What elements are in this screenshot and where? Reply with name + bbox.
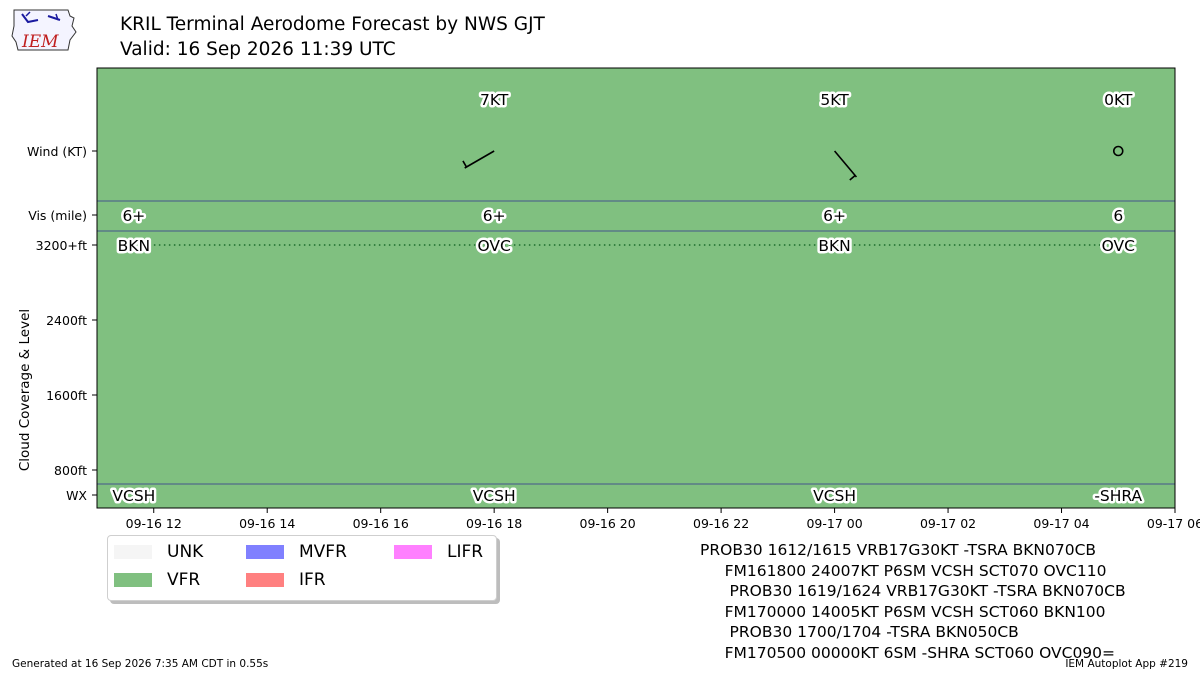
vis-label: 6 (1113, 207, 1123, 225)
wind-barb-flag (462, 160, 468, 168)
cloud-tick-label: 3200+ft (36, 238, 87, 253)
legend-item-mvfr: MVFR (246, 542, 347, 562)
flight-category-fill (97, 68, 1175, 508)
x-tick-label: 09-17 02 (920, 516, 976, 531)
x-tick-label: 09-16 14 (239, 516, 295, 531)
vis-label: 6+ (483, 207, 506, 225)
taf-line: PROB30 1612/1615 VRB17G30KT -TSRA BKN070… (700, 541, 1097, 559)
plot-frame (96, 67, 1176, 509)
cloud-tick-label: 2400ft (46, 313, 87, 328)
footer-generated: Generated at 16 Sep 2026 7:35 AM CDT in … (12, 658, 269, 670)
cloud-tick-label: 1600ft (46, 388, 87, 403)
x-tick-label: 09-16 12 (126, 516, 182, 531)
title-line2: Valid: 16 Sep 2026 11:39 UTC (120, 39, 396, 60)
wx-label: VCSH (112, 487, 155, 505)
wind-speed-label: 5KT (820, 91, 849, 109)
title-line1: KRIL Terminal Aerodome Forecast by NWS G… (120, 14, 545, 35)
wx-row-label: WX (66, 488, 87, 503)
cloud-coverage-label: OVC (1102, 237, 1135, 255)
cloud-coverage-label: OVC (477, 237, 510, 255)
logo-text: IEM (21, 32, 59, 52)
wind-barb-staff (464, 150, 495, 169)
legend-label: IFR (299, 570, 326, 590)
wx-label: -SHRA (1094, 487, 1142, 505)
x-tick-label: 09-17 06 (1147, 516, 1200, 531)
taf-line: PROB30 1619/1624 VRB17G30KT -TSRA BKN070… (700, 582, 1126, 600)
wind-barb-flag (849, 174, 856, 181)
iem-logo: IEM (11, 9, 77, 52)
legend-label: VFR (167, 570, 201, 590)
wind-speed-label: 0KT (1104, 91, 1133, 109)
legend-item-vfr: VFR (114, 570, 200, 590)
legend-swatch (114, 573, 152, 587)
footer-app: IEM Autoplot App #219 (1065, 658, 1188, 670)
legend-item-lifr: LIFR (394, 542, 483, 562)
x-tick-label: 09-16 16 (353, 516, 409, 531)
vis-label: 6+ (122, 207, 145, 225)
taf-line: FM170000 14005KT P6SM VCSH SCT060 BKN100 (700, 602, 1106, 621)
legend-label: MVFR (299, 542, 347, 562)
cloud-tick-label: 800ft (54, 463, 87, 478)
y-axis-label: Cloud Coverage & Level (17, 309, 33, 471)
legend-swatch (246, 545, 284, 559)
legend-swatch (394, 545, 432, 559)
legend-label: LIFR (447, 542, 484, 562)
taf-text: PROB30 1612/1615 VRB17G30KT -TSRA BKN070… (700, 540, 1195, 663)
x-tick-label: 09-16 18 (466, 516, 522, 531)
wx-label: VCSH (473, 487, 516, 505)
wind-barb-staff (833, 150, 858, 178)
taf-line: PROB30 1700/1704 -TSRA BKN050CB (700, 623, 1019, 641)
vis-row-label: Vis (mile) (28, 208, 87, 223)
legend-label: UNK (167, 542, 204, 562)
wind-row-label: Wind (KT) (27, 144, 87, 159)
x-tick-label: 09-16 20 (580, 516, 636, 531)
vis-label: 6+ (823, 207, 846, 225)
legend-swatch (246, 573, 284, 587)
legend: UNK VFR MVFR IFR LIFR (107, 535, 497, 601)
wind-speed-label: 7KT (480, 91, 509, 109)
x-tick-label: 09-17 00 (806, 516, 862, 531)
cloud-coverage-label: BKN (118, 237, 150, 255)
taf-line: FM170500 00000KT 6SM -SHRA SCT060 OVC090… (700, 643, 1116, 662)
legend-swatch (114, 545, 152, 559)
taf-chart: 09-16 12 09-16 14 09-16 16 09-16 18 09-16 20… (17, 67, 1200, 531)
calm-wind-marker (1112, 145, 1124, 157)
chart-title: KRIL Terminal Aerodome Forecast by NWS G… (120, 12, 545, 62)
x-tick-label: 09-17 04 (1033, 516, 1089, 531)
cloud-coverage-label: BKN (818, 237, 850, 255)
taf-line: FM161800 24007KT P6SM VCSH SCT070 OVC110 (700, 561, 1107, 580)
x-tick-label: 09-16 22 (693, 516, 749, 531)
wx-label: VCSH (813, 487, 856, 505)
legend-item-ifr: IFR (246, 570, 326, 590)
legend-item-unk: UNK (114, 542, 203, 562)
